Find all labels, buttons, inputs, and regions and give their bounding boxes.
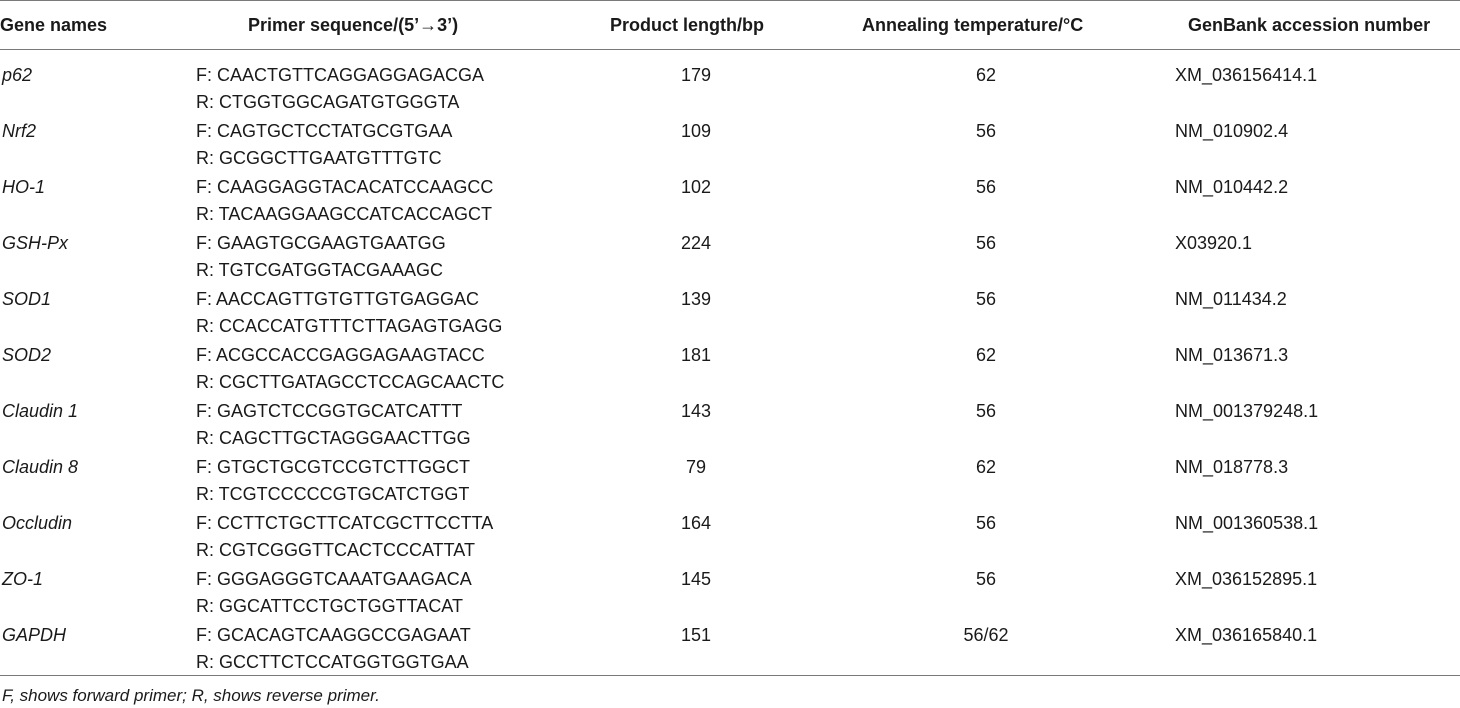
accession-number: NM_018778.3 — [1175, 457, 1289, 477]
product-length: 145 — [680, 569, 712, 589]
table-row: GSH-Px F: GAAGTGCGAAGTGAATGG R: TGTCGATG… — [0, 217, 1460, 280]
accession-number: NM_011434.2 — [1175, 289, 1287, 309]
accession-number: XM_036165840.1 — [1175, 625, 1318, 645]
header-annealing-temperature: Annealing temperature/°C — [862, 15, 1084, 35]
table-header-rule — [0, 49, 1460, 50]
primer-sequences: F: ACGCCACCGAGGAGAAGTACC R: CGCTTGATAGCC… — [196, 342, 504, 396]
accession-number: NM_013671.3 — [1175, 345, 1289, 365]
gene-name: HO-1 — [2, 177, 46, 197]
table-row: ZO-1 F: GGGAGGGTCAAATGAAGACA R: GGCATTCC… — [0, 553, 1460, 616]
table-row: Occludin F: CCTTCTGCTTCATCGCTTCCTTA R: C… — [0, 497, 1460, 560]
header-primer-sequence: Primer sequence/(5’→3’) — [248, 15, 459, 35]
reverse-primer: R: GCCTTCTCCATGGTGGTGAA — [196, 652, 469, 672]
primer-sequences: F: CCTTCTGCTTCATCGCTTCCTTA R: CGTCGGGTTC… — [196, 510, 493, 564]
gene-name: Occludin — [2, 513, 73, 533]
annealing-temperature: 62 — [975, 345, 997, 365]
table-row: Nrf2 F: CAGTGCTCCTATGCGTGAA R: GCGGCTTGA… — [0, 105, 1460, 168]
gene-name: ZO-1 — [2, 569, 44, 589]
accession-number: XM_036152895.1 — [1175, 569, 1318, 589]
product-length: 109 — [680, 121, 712, 141]
accession-number: XM_036156414.1 — [1175, 65, 1318, 85]
gene-name: Claudin 8 — [2, 457, 79, 477]
product-length: 79 — [685, 457, 707, 477]
primer-sequences: F: GAAGTGCGAAGTGAATGG R: TGTCGATGGTACGAA… — [196, 230, 446, 284]
forward-primer: F: AACCAGTTGTGTTGTGAGGAC — [196, 289, 480, 309]
forward-primer: F: GCACAGTCAAGGCCGAGAAT — [196, 625, 471, 645]
reverse-primer: R: TGTCGATGGTACGAAAGC — [196, 260, 444, 280]
annealing-temperature: 56 — [975, 177, 997, 197]
product-length: 102 — [680, 177, 712, 197]
primer-sequences: F: GTGCTGCGTCCGTCTTGGCT R: TCGTCCCCCGTGC… — [196, 454, 470, 508]
table-row: SOD1 F: AACCAGTTGTGTTGTGAGGAC R: CCACCAT… — [0, 273, 1460, 336]
primer-sequences: F: CAACTGTTCAGGAGGAGACGA R: CTGGTGGCAGAT… — [196, 62, 484, 116]
table-footnote: F, shows forward primer; R, shows revers… — [2, 686, 380, 705]
table-row: p62 F: CAACTGTTCAGGAGGAGACGA R: CTGGTGGC… — [0, 49, 1460, 112]
annealing-temperature: 56 — [975, 233, 997, 253]
table-row: SOD2 F: ACGCCACCGAGGAGAAGTACC R: CGCTTGA… — [0, 329, 1460, 392]
forward-primer: F: CCTTCTGCTTCATCGCTTCCTTA — [196, 513, 494, 533]
gene-name: SOD1 — [2, 289, 52, 309]
product-length: 139 — [680, 289, 712, 309]
reverse-primer: R: GGCATTCCTGCTGGTTACAT — [196, 596, 463, 616]
reverse-primer: R: CTGGTGGCAGATGTGGGTA — [196, 92, 460, 112]
product-length: 224 — [680, 233, 712, 253]
accession-number: NM_010902.4 — [1175, 121, 1289, 141]
gene-name: GAPDH — [2, 625, 67, 645]
accession-number: NM_001360538.1 — [1175, 513, 1319, 533]
reverse-primer: R: TACAAGGAAGCCATCACCAGCT — [196, 204, 493, 224]
annealing-temperature: 56 — [975, 121, 997, 141]
product-length: 143 — [680, 401, 712, 421]
header-genbank-accession: GenBank accession number — [1188, 15, 1431, 35]
forward-primer: F: CAACTGTTCAGGAGGAGACGA — [196, 65, 485, 85]
table-row: Claudin 1 F: GAGTCTCCGGTGCATCATTT R: CAG… — [0, 385, 1460, 448]
forward-primer: F: GTGCTGCGTCCGTCTTGGCT — [196, 457, 470, 477]
accession-number: X03920.1 — [1175, 233, 1253, 253]
annealing-temperature: 56 — [975, 569, 997, 589]
forward-primer: F: CAGTGCTCCTATGCGTGAA — [196, 121, 453, 141]
table-bottom-rule — [0, 675, 1460, 676]
annealing-temperature: 56 — [975, 401, 997, 421]
gene-name: p62 — [2, 65, 33, 85]
accession-number: NM_010442.2 — [1175, 177, 1289, 197]
reverse-primer: R: CAGCTTGCTAGGGAACTTGG — [196, 428, 471, 448]
gene-name: Claudin 1 — [2, 401, 79, 421]
table-row: Claudin 8 F: GTGCTGCGTCCGTCTTGGCT R: TCG… — [0, 441, 1460, 504]
reverse-primer: R: TCGTCCCCCGTGCATCTGGT — [196, 484, 470, 504]
annealing-temperature: 62 — [975, 65, 997, 85]
forward-primer: F: CAAGGAGGTACACATCCAAGCC — [196, 177, 494, 197]
table-header: Gene names Primer sequence/(5’→3’) Produ… — [0, 0, 1460, 49]
annealing-temperature: 56 — [975, 289, 997, 309]
reverse-primer: R: CGCTTGATAGCCTCCAGCAACTC — [196, 372, 505, 392]
primer-sequences: F: CAAGGAGGTACACATCCAAGCC R: TACAAGGAAGC… — [196, 174, 493, 228]
primer-sequences: F: GGGAGGGTCAAATGAAGACA R: GGCATTCCTGCTG… — [196, 566, 472, 620]
product-length: 164 — [680, 513, 712, 533]
header-product-length: Product length/bp — [610, 15, 764, 35]
product-length: 151 — [680, 625, 712, 645]
primer-sequences: F: CAGTGCTCCTATGCGTGAA R: GCGGCTTGAATGTT… — [196, 118, 452, 172]
reverse-primer: R: CCACCATGTTTCTTAGAGTGAGG — [196, 316, 503, 336]
gene-name: Nrf2 — [2, 121, 37, 141]
product-length: 179 — [680, 65, 712, 85]
forward-primer: F: GAAGTGCGAAGTGAATGG — [196, 233, 446, 253]
forward-primer: F: GAGTCTCCGGTGCATCATTT — [196, 401, 463, 421]
accession-number: NM_001379248.1 — [1175, 401, 1319, 421]
reverse-primer: R: GCGGCTTGAATGTTTGTC — [196, 148, 442, 168]
primer-sequences: F: GCACAGTCAAGGCCGAGAAT R: GCCTTCTCCATGG… — [196, 622, 471, 676]
header-gene-names: Gene names — [0, 15, 108, 35]
primer-sequences: F: AACCAGTTGTGTTGTGAGGAC R: CCACCATGTTTC… — [196, 286, 502, 340]
annealing-temperature: 56 — [975, 513, 997, 533]
forward-primer: F: GGGAGGGTCAAATGAAGACA — [196, 569, 472, 589]
table-row: HO-1 F: CAAGGAGGTACACATCCAAGCC R: TACAAG… — [0, 161, 1460, 224]
forward-primer: F: ACGCCACCGAGGAGAAGTACC — [196, 345, 485, 365]
primer-sequences: F: GAGTCTCCGGTGCATCATTT R: CAGCTTGCTAGGG… — [196, 398, 471, 452]
table-top-rule — [0, 0, 1460, 1]
annealing-temperature: 56/62 — [963, 625, 1009, 645]
gene-name: GSH-Px — [2, 233, 69, 253]
table-row: GAPDH F: GCACAGTCAAGGCCGAGAAT R: GCCTTCT… — [0, 609, 1460, 672]
reverse-primer: R: CGTCGGGTTCACTCCCATTAT — [196, 540, 475, 560]
product-length: 181 — [680, 345, 712, 365]
annealing-temperature: 62 — [975, 457, 997, 477]
gene-name: SOD2 — [2, 345, 52, 365]
